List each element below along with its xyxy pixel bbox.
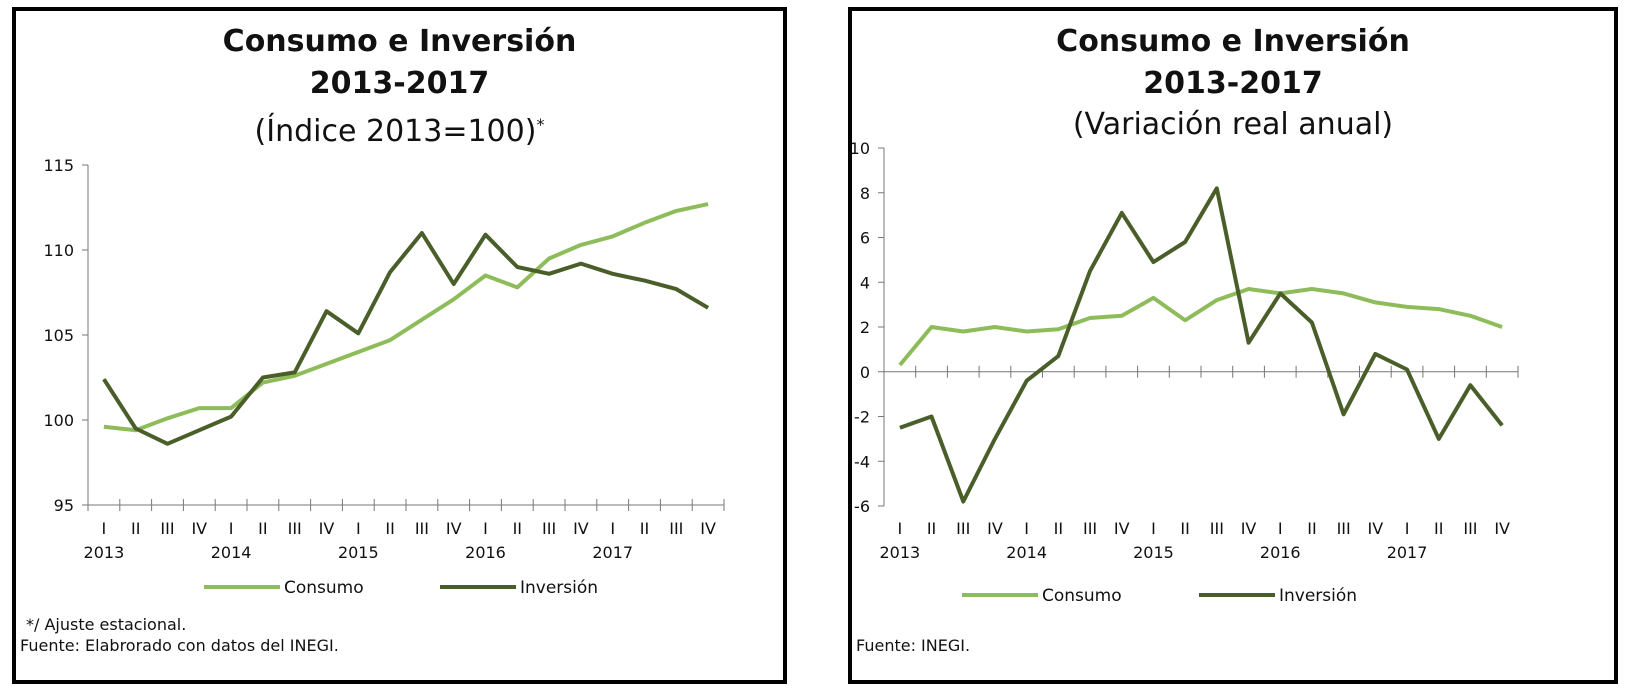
series-line-inversion [899, 186, 1504, 504]
x-tick-label: I [102, 519, 107, 538]
chart-title: Consumo e Inversión [222, 24, 577, 59]
y-tick-label: 100 [43, 411, 74, 430]
y-tick-label: -4 [854, 452, 870, 471]
x-tick-label: II [640, 519, 649, 538]
chart-panel-variacion: Consumo e Inversión 2013-2017 (Variación… [848, 7, 1618, 684]
x-tick-label: II [1180, 519, 1189, 538]
chart-subtitle: (Índice 2013=100)* [16, 108, 783, 149]
x-tick-label: I [897, 519, 902, 538]
x-tick-label: I [1278, 519, 1283, 538]
chart-title: Consumo e Inversión [1056, 24, 1410, 59]
y-tick-label: 4 [860, 273, 870, 292]
chart-subtitle: (Variación real anual) [1072, 107, 1394, 142]
x-tick-label: III [1337, 519, 1351, 538]
x-year-label: 2016 [1260, 543, 1301, 562]
y-tick-label: 8 [860, 184, 870, 203]
x-tick-label: II [927, 519, 936, 538]
x-tick-label: II [131, 519, 140, 538]
y-tick-label: 10 [852, 139, 870, 158]
x-year-label: 2014 [1006, 543, 1047, 562]
x-tick-label: IV [1114, 519, 1130, 538]
x-tick-label: III [542, 519, 556, 538]
x-tick-label: I [1405, 519, 1410, 538]
x-tick-label: III [1083, 519, 1097, 538]
x-year-label: 2017 [1387, 543, 1428, 562]
y-tick-label: 115 [43, 156, 74, 175]
source-note: Fuente: Elabrorado con datos del INEGI. [20, 636, 339, 655]
x-year-label: 2017 [592, 543, 633, 562]
x-tick-label: III [1463, 519, 1477, 538]
x-year-label: 2016 [465, 543, 506, 562]
x-tick-label: I [1024, 519, 1029, 538]
chart-title-years: 2013-2017 [309, 66, 490, 101]
x-tick-label: I [610, 519, 615, 538]
legend-label-consumo: Consumo [1042, 586, 1122, 606]
y-tick-label: -6 [854, 497, 870, 516]
source-note: Fuente: INEGI. [856, 636, 971, 655]
chart-panel-indice: Consumo e Inversión 2013-2017 (Índice 20… [12, 7, 787, 684]
y-tick-label: 95 [54, 496, 74, 515]
x-tick-label: III [288, 519, 302, 538]
series-line-inversion [102, 231, 710, 446]
x-tick-label: III [956, 519, 970, 538]
subtitle-asterisk: * [536, 115, 545, 134]
legend-label-consumo: Consumo [284, 578, 364, 598]
x-tick-label: IV [573, 519, 589, 538]
x-tick-label: I [483, 519, 488, 538]
y-tick-label: 110 [43, 241, 74, 260]
x-tick-label: IV [191, 519, 207, 538]
x-tick-label: IV [1494, 519, 1510, 538]
x-tick-label: I [229, 519, 234, 538]
y-tick-label: 2 [860, 318, 870, 337]
y-tick-label: 6 [860, 229, 870, 248]
x-tick-label: II [385, 519, 394, 538]
x-tick-label: III [1210, 519, 1224, 538]
x-tick-label: IV [446, 519, 462, 538]
y-tick-label: 105 [43, 326, 74, 345]
y-tick-label: 0 [860, 363, 870, 382]
x-tick-label: IV [987, 519, 1003, 538]
chart-title-years: 2013-2017 [1143, 66, 1323, 101]
x-tick-label: IV [1368, 519, 1384, 538]
x-tick-label: I [1151, 519, 1156, 538]
x-tick-label: IV [1241, 519, 1257, 538]
x-year-label: 2013 [84, 543, 125, 562]
x-tick-label: II [1307, 519, 1316, 538]
subtitle-text: (Índice 2013=100) [254, 114, 537, 149]
x-tick-label: III [669, 519, 683, 538]
x-tick-label: IV [319, 519, 335, 538]
series-line-consumo [898, 287, 1503, 367]
legend-label-inversion: Inversión [1279, 586, 1357, 606]
legend-label-inversion: Inversión [520, 578, 598, 598]
x-tick-label: III [160, 519, 174, 538]
footnote: */ Ajuste estacional. [26, 615, 187, 634]
x-year-label: 2015 [1133, 543, 1174, 562]
x-year-label: 2013 [879, 543, 920, 562]
x-tick-label: II [1434, 519, 1443, 538]
x-year-label: 2015 [338, 543, 379, 562]
x-tick-label: II [1054, 519, 1063, 538]
x-tick-label: IV [700, 519, 716, 538]
y-tick-label: -2 [854, 408, 870, 427]
series-line-consumo [103, 202, 709, 433]
x-tick-label: III [415, 519, 429, 538]
x-tick-label: I [356, 519, 361, 538]
x-year-label: 2014 [211, 543, 252, 562]
x-tick-label: II [513, 519, 522, 538]
x-tick-label: II [258, 519, 267, 538]
